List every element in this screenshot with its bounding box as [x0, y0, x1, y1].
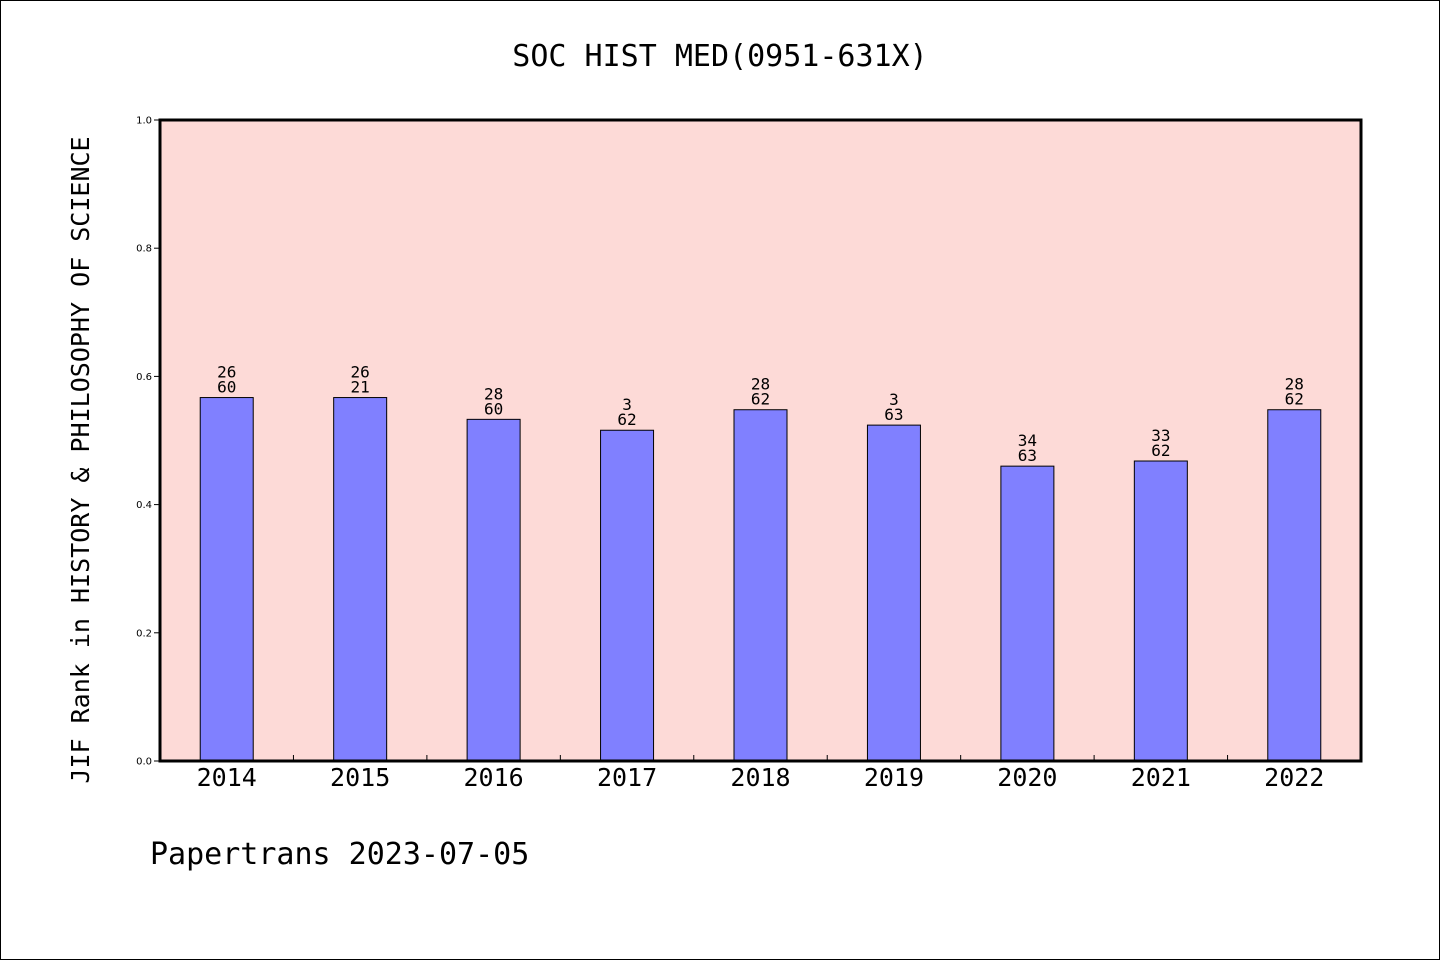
bar-label-rank: 3 — [889, 390, 899, 409]
bar-2018 — [733, 409, 788, 762]
x-tick-label: 2015 — [330, 763, 390, 792]
bar-label-rank: 33 — [1151, 426, 1170, 445]
x-tick-label: 2019 — [864, 763, 924, 792]
bar-label-total: 62 — [1285, 390, 1304, 409]
bar-label-total: 62 — [1151, 441, 1170, 460]
plot-border — [158, 118, 1363, 763]
footer-credit: Papertrans 2023-07-05 — [150, 837, 529, 872]
bar-label-rank: 28 — [1285, 375, 1304, 394]
bar-label-rank: 28 — [484, 384, 503, 403]
y-tick-label: 0.8 — [136, 244, 152, 255]
bar-2021 — [1133, 460, 1188, 762]
bar-label-total: 62 — [617, 410, 636, 429]
bar-label-total: 60 — [217, 378, 236, 397]
y-tick-label: 0.2 — [136, 628, 152, 639]
y-tick-label: 0.0 — [136, 757, 152, 768]
bar-2015 — [333, 397, 388, 762]
bar-label-total: 63 — [884, 405, 903, 424]
x-axis: 2014 2015 2016 2017 2018 2019 2020 2021 2022 — [197, 755, 1324, 792]
bar-2014 — [199, 397, 254, 762]
x-tick-label: 2016 — [464, 763, 524, 792]
x-tick-label: 2021 — [1131, 763, 1191, 792]
bar-label-rank: 26 — [351, 363, 370, 382]
y-axis-label: JIF Rank in HISTORY & PHILOSOPHY OF SCIE… — [66, 136, 95, 783]
x-tick-label: 2014 — [197, 763, 257, 792]
bar-label-total: 21 — [351, 378, 370, 397]
x-tick-label: 2022 — [1264, 763, 1324, 792]
bar-2016 — [466, 418, 521, 762]
y-axis: 0.0 0.2 0.4 0.6 0.8 1.0 — [136, 116, 160, 768]
bar-label-rank: 26 — [217, 363, 236, 382]
y-tick-label: 0.4 — [136, 500, 152, 511]
bar-label-rank: 34 — [1018, 431, 1037, 450]
x-tick-label: 2017 — [597, 763, 657, 792]
bar-2019 — [866, 424, 921, 762]
x-tick-label: 2020 — [997, 763, 1057, 792]
y-tick-label: 0.6 — [136, 372, 152, 383]
bar-label-rank: 28 — [751, 375, 770, 394]
bar-label-total: 60 — [484, 399, 503, 418]
bar-2017 — [600, 429, 655, 762]
bar-2020 — [1000, 465, 1055, 762]
bar-2022 — [1267, 409, 1322, 762]
bar-label-rank: 3 — [622, 395, 632, 414]
bar-label-total: 62 — [751, 390, 770, 409]
chart-title: SOC HIST MED(0951-631X) — [512, 39, 927, 74]
y-tick-label: 1.0 — [136, 116, 152, 127]
x-tick-label: 2018 — [730, 763, 790, 792]
bar-label-total: 63 — [1018, 446, 1037, 465]
